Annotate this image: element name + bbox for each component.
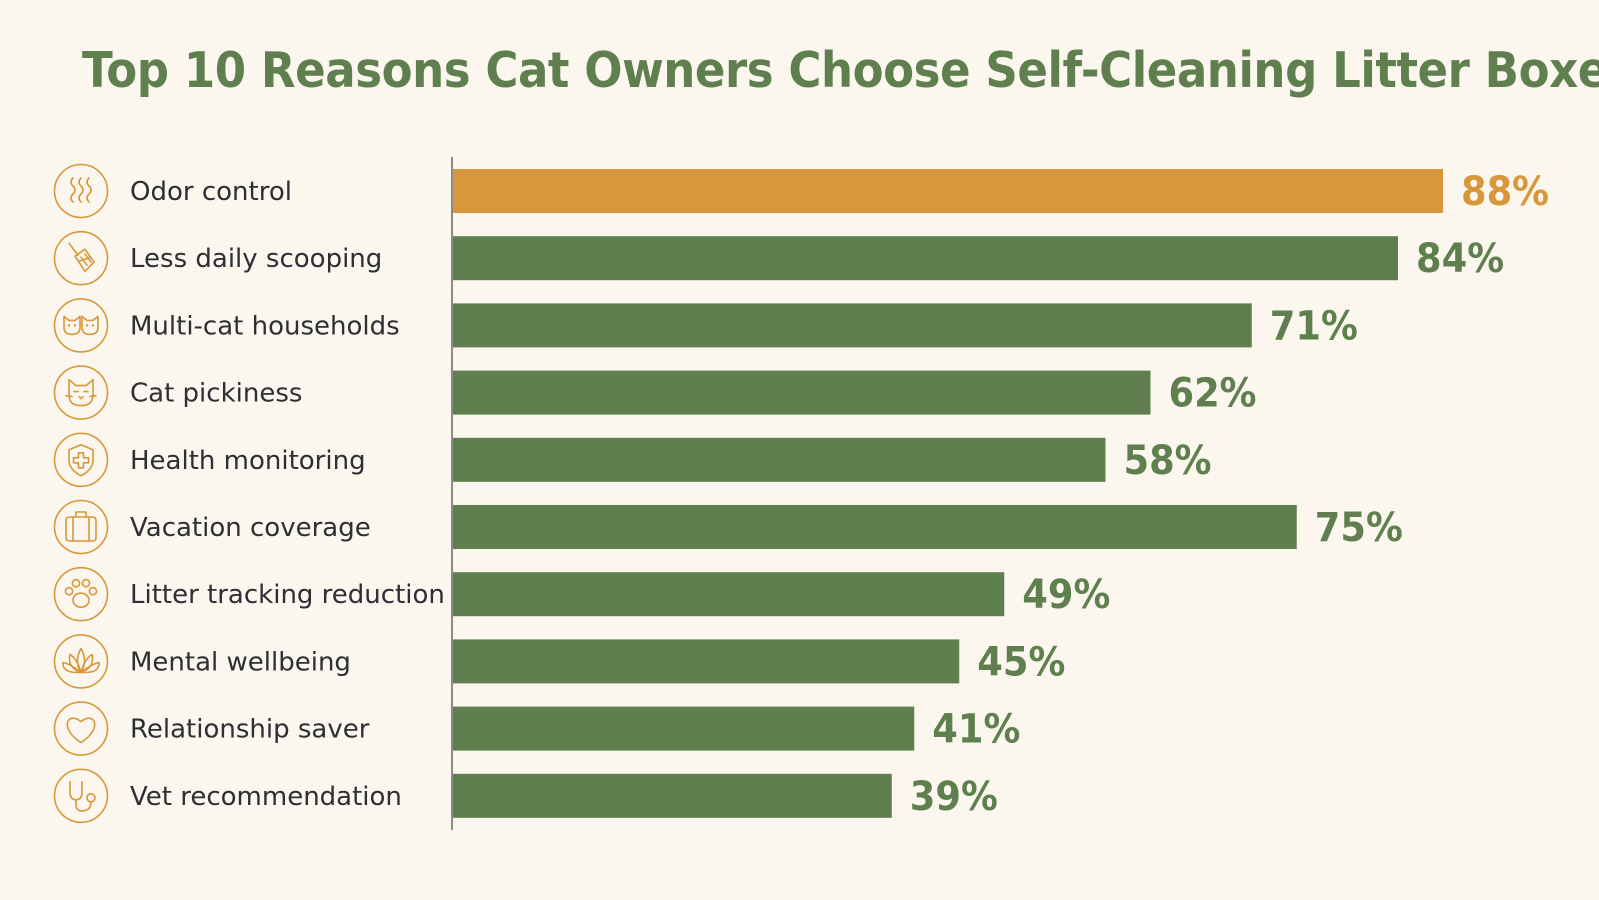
value-label: 62%: [1169, 370, 1257, 417]
bar-cat-pickiness: [453, 370, 1151, 415]
value-label: 45%: [977, 639, 1065, 686]
category-label: Less daily scooping: [130, 244, 382, 274]
value-label: 84%: [1416, 236, 1504, 283]
shield-cross-icon: [53, 432, 109, 488]
value-label: 71%: [1270, 303, 1358, 350]
category-label: Vet recommendation: [130, 782, 402, 812]
category-label: Litter tracking reduction: [130, 580, 445, 610]
odor-waves-icon: [53, 163, 109, 219]
value-label: 88%: [1461, 169, 1549, 216]
heart-icon: [53, 701, 109, 756]
value-label: 41%: [932, 706, 1020, 753]
bar-litter-tracking-reduction: [453, 572, 1005, 617]
bar-relationship-saver: [453, 706, 915, 751]
bar-multi-cat-households: [453, 303, 1252, 348]
chart-title: Top 10 Reasons Cat Owners Choose Self-Cl…: [81, 42, 1599, 99]
scoop-icon: [53, 230, 109, 286]
stethoscope-icon: [53, 768, 109, 824]
suitcase-icon: [53, 499, 109, 555]
bar-vacation-coverage: [453, 505, 1297, 549]
lotus-icon: [53, 634, 109, 689]
bar-vet-recommendation: [453, 773, 892, 818]
bar-health-monitoring: [453, 437, 1106, 482]
category-label: Multi-cat households: [130, 311, 400, 341]
value-label: 39%: [910, 773, 998, 820]
value-label: 49%: [1022, 572, 1110, 619]
chart-rows: Odor control 88% Less daily scooping 84% Mul…: [53, 163, 1549, 824]
bar-mental-wellbeing: [453, 639, 960, 684]
category-label: Relationship saver: [130, 715, 370, 745]
category-label: Vacation coverage: [130, 513, 371, 543]
value-label: 75%: [1315, 505, 1403, 552]
category-label: Odor control: [130, 177, 292, 207]
category-label: Mental wellbeing: [130, 647, 351, 677]
cat-face-icon: [53, 365, 109, 420]
bar-odor-control: [453, 169, 1443, 213]
category-label: Health monitoring: [130, 446, 366, 476]
paw-icon: [53, 566, 109, 622]
category-label: Cat pickiness: [130, 379, 302, 409]
bar-less-daily-scooping: [453, 236, 1398, 281]
two-cats-icon: [53, 298, 109, 353]
value-label: 58%: [1124, 437, 1212, 484]
